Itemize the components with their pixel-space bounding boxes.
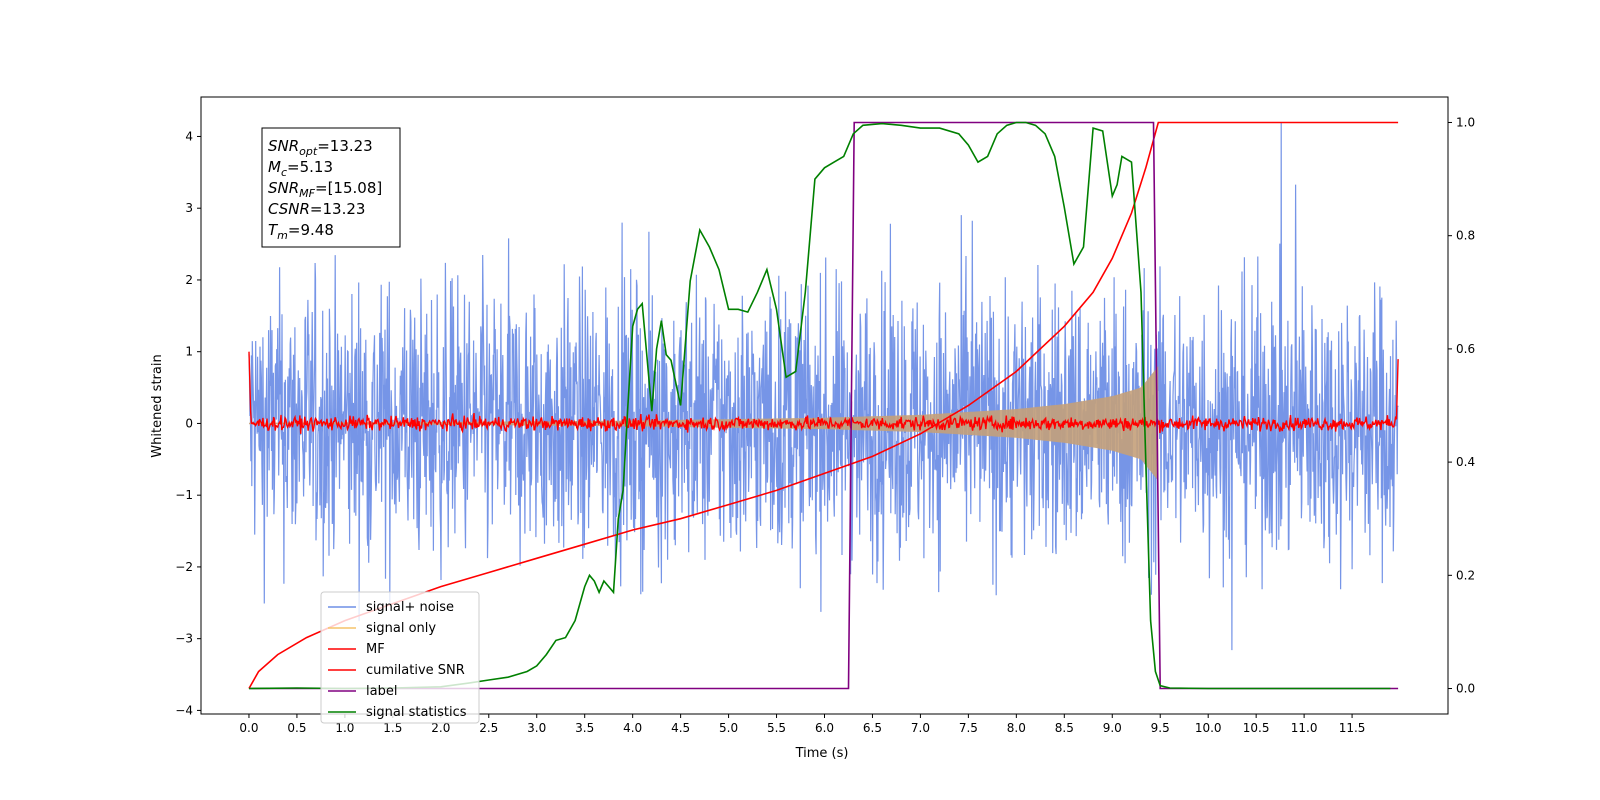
x-tick-label: 9.5 [1151, 721, 1170, 735]
y2-tick-label: 1.0 [1456, 115, 1475, 129]
annotation-box: SNRopt=13.23Mc=5.13SNRMF=[15.08]CSNR=13.… [261, 127, 401, 248]
x-tick-label: 1.0 [335, 721, 354, 735]
series-signal-statistics [248, 121, 1391, 690]
y-axis-ticks: −4 −3 −2 −1 0 1 2 3 4 [175, 129, 201, 717]
legend: signal+ noise signal only MF cumilative SNR… [320, 591, 480, 724]
legend-entry: signal+ noise [366, 600, 454, 615]
y-tick-label: −4 [175, 703, 193, 717]
y-tick-label: −3 [175, 632, 193, 646]
x-axis-ticks: 0.0 0.5 1.0 1.5 2.0 2.5 3.0 3.5 4.0 4.5 5.0 5.5 6.0 6… [239, 714, 1365, 735]
y-tick-label: 2 [185, 273, 193, 287]
x-tick-label: 7.0 [911, 721, 930, 735]
x-tick-label: 8.0 [1007, 721, 1026, 735]
x-axis-label: Time (s) [795, 746, 849, 761]
x-tick-label: 3.5 [575, 721, 594, 735]
x-tick-label: 10.5 [1243, 721, 1270, 735]
x-tick-label: 10.0 [1195, 721, 1222, 735]
legend-entry: label [366, 684, 397, 699]
legend-entry: MF [366, 642, 385, 657]
y-axis-label: Whitened strain [150, 354, 165, 457]
x-tick-label: 6.0 [815, 721, 834, 735]
x-tick-label: 7.5 [959, 721, 978, 735]
x-tick-label: 4.5 [671, 721, 690, 735]
legend-entry: signal only [366, 621, 436, 636]
y2-tick-label: 0.4 [1456, 455, 1475, 469]
annotation-line: SNRopt=13.23 [268, 137, 373, 158]
x-tick-label: 11.5 [1339, 721, 1366, 735]
y2-tick-label: 0.6 [1456, 342, 1475, 356]
x-tick-label: 0.5 [287, 721, 306, 735]
x-tick-label: 5.0 [719, 721, 738, 735]
x-tick-label: 6.5 [863, 721, 882, 735]
series-mf [248, 351, 1399, 434]
y2-tick-label: 0.8 [1456, 229, 1475, 243]
annotation-line: SNRMF=[15.08] [268, 179, 382, 200]
y2-tick-label: 0.2 [1456, 568, 1475, 582]
x-tick-label: 3.0 [527, 721, 546, 735]
x-tick-label: 2.5 [479, 721, 498, 735]
y-tick-label: −2 [175, 560, 193, 574]
x-tick-label: 8.5 [1055, 721, 1074, 735]
legend-entry: cumilative SNR [366, 663, 465, 678]
x-tick-label: 1.5 [383, 721, 402, 735]
y-tick-label: 0 [185, 416, 193, 430]
x-tick-label: 5.5 [767, 721, 786, 735]
y2-axis-ticks: 0.0 0.2 0.4 0.6 0.8 1.0 [1448, 115, 1475, 696]
annotation-line: Tm=9.48 [268, 221, 334, 242]
legend-frame [320, 591, 480, 724]
x-tick-label: 11.0 [1291, 721, 1318, 735]
series-signal-noise [248, 122, 1399, 651]
legend-entry: signal statistics [366, 705, 467, 720]
annotation-line: Mc=5.13 [268, 158, 333, 179]
y-tick-label: 4 [185, 129, 193, 143]
x-tick-label: 4.0 [623, 721, 642, 735]
annotation-line: CSNR=13.23 [268, 200, 365, 218]
x-tick-label: 9.0 [1103, 721, 1122, 735]
y-tick-label: −1 [175, 488, 193, 502]
y-tick-label: 3 [185, 201, 193, 215]
y2-tick-label: 0.0 [1456, 682, 1475, 696]
x-tick-label: 2.0 [431, 721, 450, 735]
y-tick-label: 1 [185, 345, 193, 359]
x-tick-label: 0.0 [239, 721, 258, 735]
